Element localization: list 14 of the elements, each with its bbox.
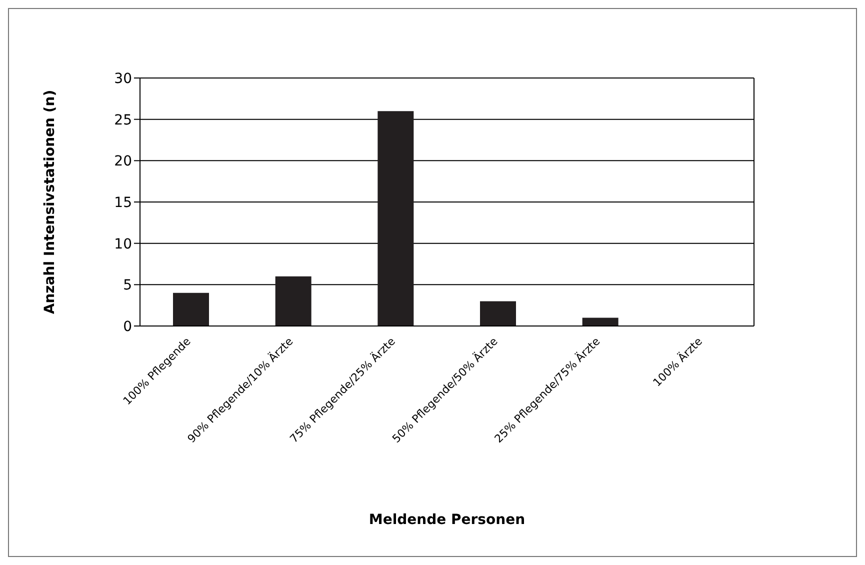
bar [173, 292, 209, 326]
y-tick-label: 20 [114, 154, 132, 170]
x-axis-title: Meldende Personen [368, 512, 526, 528]
y-axis-title: Anzahl Intensivstationen (n) [42, 90, 58, 314]
bar [582, 318, 618, 326]
y-tick-label: 5 [123, 278, 132, 294]
bar [378, 111, 414, 326]
y-tick-label: 0 [123, 318, 132, 335]
y-tick-label: 25 [114, 112, 132, 128]
y-tick-label: 30 [114, 70, 132, 87]
y-tick-label: 15 [114, 194, 132, 211]
y-tick-label: 10 [114, 236, 132, 252]
bar [480, 301, 516, 326]
bar [275, 276, 312, 326]
